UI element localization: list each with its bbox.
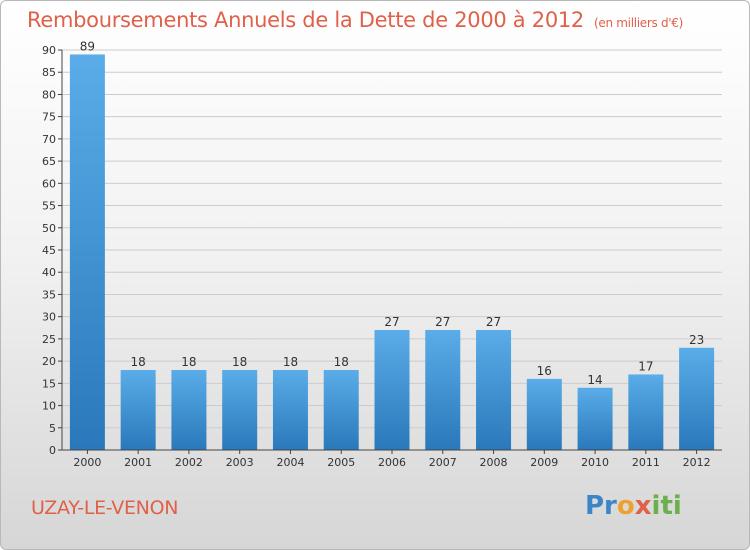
data-label: 16: [537, 364, 552, 378]
y-tick-label: 40: [42, 266, 56, 279]
y-tick-label: 55: [42, 200, 56, 213]
logo-part: o: [616, 491, 635, 521]
x-tick-label: 2001: [124, 456, 152, 469]
y-tick-label: 70: [42, 133, 56, 146]
data-label: 89: [80, 39, 95, 53]
x-tick-label: 2011: [632, 456, 660, 469]
chart-title: Remboursements Annuels de la Dette de 20…: [27, 8, 683, 32]
bar: [374, 330, 410, 450]
y-tick-label: 90: [42, 44, 56, 57]
data-label: 14: [587, 373, 602, 387]
bar: [222, 370, 258, 450]
y-tick-label: 60: [42, 177, 56, 190]
proxiti-logo[interactable]: Proxiti: [585, 491, 682, 521]
x-tick-label: 2006: [378, 456, 406, 469]
y-tick-label: 25: [42, 333, 56, 346]
x-tick-label: 2009: [530, 456, 558, 469]
bar-layer: 89 18 18 18 18 18 27 27 27 16 14 17 23: [69, 39, 715, 450]
y-tick-label: 20: [42, 355, 56, 368]
x-tick-label: 2003: [226, 456, 254, 469]
bar: [120, 370, 156, 450]
data-label: 18: [181, 355, 196, 369]
y-tick-label: 30: [42, 311, 56, 324]
y-tick-label: 45: [42, 244, 56, 257]
bar: [323, 370, 359, 450]
data-label: 17: [638, 359, 653, 373]
bar: [526, 378, 562, 450]
data-label: 18: [131, 355, 146, 369]
logo-part: x: [634, 491, 652, 521]
data-label: 27: [435, 315, 450, 329]
y-tick-label: 35: [42, 288, 56, 301]
y-tick-label: 50: [42, 222, 56, 235]
data-label: 18: [232, 355, 247, 369]
y-tick-label: 85: [42, 66, 56, 79]
data-label: 27: [486, 315, 501, 329]
x-tick-label: 2010: [581, 456, 609, 469]
x-tick-label: 2008: [480, 456, 508, 469]
x-tick-label: 2007: [429, 456, 457, 469]
city-name: UZAY-LE-VENON: [31, 497, 179, 519]
data-label: 23: [689, 333, 704, 347]
bar: [577, 387, 613, 450]
y-tick-label: 80: [42, 88, 56, 101]
y-tick-label: 5: [49, 422, 56, 435]
data-label: 18: [334, 355, 349, 369]
y-tick-label: 65: [42, 155, 56, 168]
bar: [272, 370, 308, 450]
y-tick-label: 0: [49, 444, 56, 457]
x-tick-label: 2012: [683, 456, 711, 469]
data-label: 18: [283, 355, 298, 369]
x-tick-label: 2000: [73, 456, 101, 469]
axis-layer: 0 5 10 15 20 25 30 35 40 45 50 55 60 65 70 75 80 85 90 2000…: [42, 44, 722, 469]
bar: [628, 374, 664, 450]
bar: [476, 330, 512, 450]
chart-title-text: Remboursements Annuels de la Dette de 20…: [27, 8, 584, 32]
chart-unit: (en milliers d'€): [594, 16, 684, 30]
y-tick-label: 75: [42, 111, 56, 124]
x-tick-label: 2004: [276, 456, 304, 469]
y-tick-label: 15: [42, 377, 56, 390]
x-tick-label: 2005: [327, 456, 355, 469]
y-tick-label: 10: [42, 400, 56, 413]
bar: [425, 330, 461, 450]
bar: [171, 370, 207, 450]
logo-part: Pr: [585, 491, 617, 521]
bar: [69, 54, 105, 450]
data-label: 27: [384, 315, 399, 329]
bar: [679, 347, 715, 450]
x-tick-label: 2002: [175, 456, 203, 469]
logo-part: iti: [651, 491, 682, 521]
